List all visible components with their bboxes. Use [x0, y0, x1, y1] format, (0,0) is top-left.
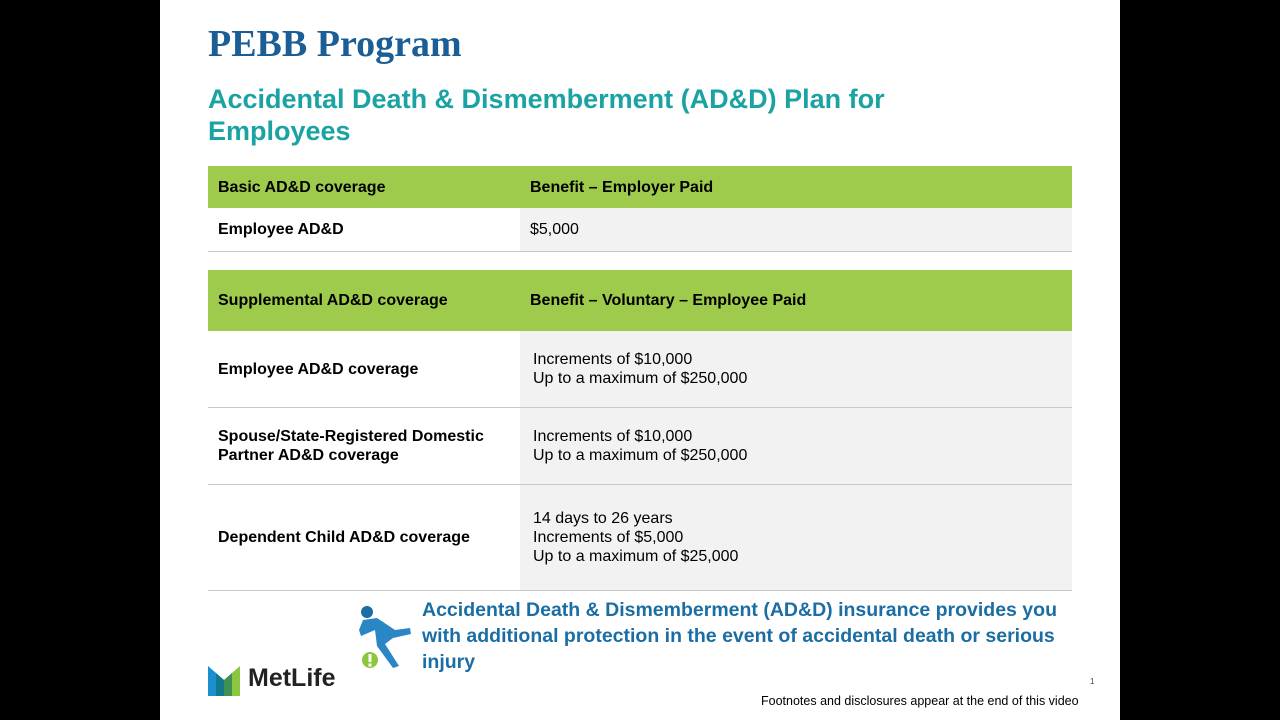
header-cell: Basic AD&D coverage [218, 178, 386, 196]
table-row: Spouse/State-Registered Domestic Partner… [208, 408, 1072, 485]
header-cell: Benefit – Voluntary – Employee Paid [530, 292, 807, 309]
page-number: 1 [1090, 677, 1095, 686]
logo-mark [208, 666, 240, 696]
subtitle: Accidental Death & Dismemberment (AD&D) … [208, 84, 885, 146]
table-row: Employee AD&D $5,000 [208, 208, 1072, 252]
value-line: $5,000 [530, 221, 579, 238]
value-line: Up to a maximum of $250,000 [533, 447, 748, 464]
row-label: Dependent Child AD&D coverage [218, 529, 470, 546]
value-line: Increments of $10,000 [533, 428, 693, 445]
table-header: Basic AD&D coverage Benefit – Employer P… [208, 166, 1072, 208]
row-value: Increments of $10,000 Up to a maximum of… [520, 331, 1072, 407]
logo-text: MetLife [248, 664, 336, 692]
injury-icon [359, 606, 411, 668]
slide: PEBB Program Accidental Death & Dismembe… [160, 0, 1120, 720]
row-value: 14 days to 26 years Increments of $5,000… [520, 485, 1072, 590]
footer: Footnotes and disclosures appear at the … [761, 694, 1079, 708]
table-header: Supplemental AD&D coverage Benefit – Vol… [208, 270, 1072, 331]
header-cell: Supplemental AD&D coverage [218, 292, 448, 309]
header-cell: Benefit – Employer Paid [530, 178, 714, 196]
value-line: Up to a maximum of $25,000 [533, 548, 739, 565]
row-value: Increments of $10,000 Up to a maximum of… [520, 408, 1072, 484]
value-line: Increments of $10,000 [533, 351, 693, 368]
value-line: 14 days to 26 years [533, 510, 673, 527]
table-row: Dependent Child AD&D coverage 14 days to… [208, 485, 1072, 591]
value-line: Up to a maximum of $250,000 [533, 370, 748, 387]
row-label: Employee AD&D [218, 221, 344, 238]
table-row: Employee AD&D coverage Increments of $10… [208, 331, 1072, 408]
value-line: Increments of $5,000 [533, 529, 684, 546]
row-label: Spouse/State-Registered Domestic Partner… [218, 428, 484, 464]
row-label: Employee AD&D coverage [218, 360, 419, 378]
row-value: $5,000 [520, 208, 1072, 251]
title: PEBB Program [208, 23, 462, 65]
callout-text: Accidental Death & Dismemberment (AD&D) … [422, 599, 1057, 673]
